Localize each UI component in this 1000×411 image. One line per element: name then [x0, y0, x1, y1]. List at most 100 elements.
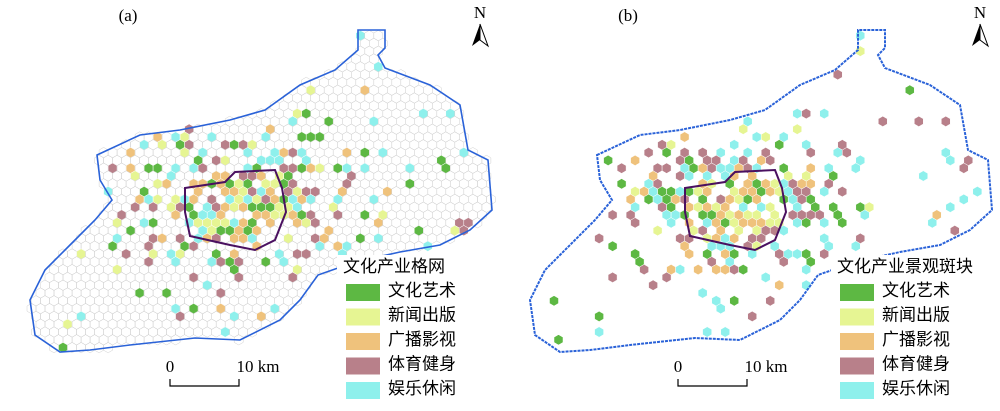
hex-cell: [819, 217, 829, 229]
hex-cell: [842, 147, 852, 159]
hex-cell: [715, 303, 726, 315]
hex-cell: [837, 217, 848, 229]
legend-label: 广播影视: [388, 330, 456, 349]
legend-background: [337, 255, 497, 407]
hex-cell: [765, 154, 775, 166]
hex-cell: [729, 295, 739, 307]
scale-bar: [677, 379, 748, 387]
hex-cell: [801, 264, 811, 276]
hex-cell: [170, 334, 181, 346]
hex-cell: [85, 342, 95, 354]
hex-cell: [594, 326, 604, 338]
hex-cell: [125, 334, 136, 346]
legend-title: 文化产业景观斑块: [837, 257, 973, 276]
hex-cell: [765, 186, 775, 198]
legend-title: 文化产业格网: [343, 257, 445, 276]
hex-cell: [697, 287, 708, 299]
hex-cell: [630, 154, 640, 166]
boundary: [29, 29, 493, 353]
legend-background: [831, 255, 991, 407]
hex-cell: [630, 217, 640, 229]
hex-cell: [959, 162, 969, 174]
hex-cell: [553, 334, 564, 346]
hex-cell: [661, 271, 672, 283]
hex-cell: [959, 193, 969, 205]
hex-cell: [603, 154, 613, 166]
core-boundary: [184, 168, 288, 252]
hex-cell: [661, 162, 672, 174]
hex-cell: [220, 326, 230, 338]
hex-grid: [26, 30, 496, 354]
hex-cell: [639, 264, 649, 276]
legend-swatch: [840, 357, 874, 375]
legend-swatch: [840, 308, 874, 326]
hex-cell: [693, 264, 703, 276]
hex-cell: [801, 217, 811, 229]
north-label: N: [974, 3, 986, 22]
hex-cell: [233, 334, 244, 346]
legend-label: 新闻出版: [882, 305, 950, 324]
legend-label: 体育健身: [882, 354, 950, 373]
hex-cell: [720, 326, 730, 338]
hex-cell: [819, 186, 829, 198]
hex-cell: [247, 326, 257, 338]
hex-cell: [805, 147, 816, 159]
hex-cell: [738, 264, 748, 276]
hex-cell: [729, 264, 739, 276]
legend-label: 文化艺术: [388, 281, 456, 300]
hex-cell: [778, 256, 789, 268]
hex-cell: [292, 295, 302, 307]
scale-bar: [169, 379, 240, 387]
hex-cell: [103, 342, 113, 354]
hex-cell: [643, 147, 654, 159]
hex-cell: [152, 334, 163, 346]
hex-cell: [738, 123, 748, 135]
hex-cell: [747, 248, 757, 260]
scale-end: 10 km: [237, 357, 280, 376]
hex-cell: [945, 154, 956, 166]
hex-cell: [832, 69, 843, 81]
hex-cell: [878, 115, 888, 127]
hex-cell: [832, 147, 843, 159]
hex-cell: [792, 123, 802, 135]
hex-cell: [747, 310, 757, 322]
hex-cell: [837, 186, 848, 198]
legend-label: 广播影视: [882, 330, 950, 349]
hex-cell: [184, 326, 194, 338]
hex-cell: [594, 310, 604, 322]
legend-swatch: [346, 357, 380, 375]
hex-cell: [445, 232, 456, 244]
hex-cell: [792, 217, 802, 229]
hex-cell: [851, 240, 861, 252]
hex-cell: [616, 162, 627, 174]
legend-label: 体育健身: [388, 354, 456, 373]
hex-cell: [594, 232, 604, 244]
hex-cell: [860, 209, 870, 221]
hex-cell: [760, 271, 771, 283]
hex-cell: [765, 295, 775, 307]
hex-cell: [607, 209, 618, 221]
hex-cell: [116, 334, 127, 346]
hex-cell: [927, 217, 938, 229]
core-boundary: [684, 168, 788, 252]
hex-cell: [751, 131, 762, 143]
hex-cell: [702, 326, 712, 338]
hex-cell: [675, 170, 685, 182]
hex-cell: [914, 115, 924, 127]
north-arrow: [479, 23, 490, 48]
hex-cell: [941, 115, 951, 127]
hex-cell: [720, 264, 730, 276]
legend-label: 娱乐休闲: [882, 379, 950, 398]
legend-swatch: [840, 382, 874, 399]
hex-cell: [643, 193, 654, 205]
hex-cell: [851, 162, 861, 174]
legend-swatch: [840, 333, 874, 350]
hex-cell: [679, 131, 690, 143]
hex-cell: [193, 326, 203, 338]
legend-swatch: [346, 308, 380, 326]
legend-swatch: [346, 382, 380, 399]
north-arrow: [472, 24, 480, 46]
hex-cell: [792, 108, 802, 120]
